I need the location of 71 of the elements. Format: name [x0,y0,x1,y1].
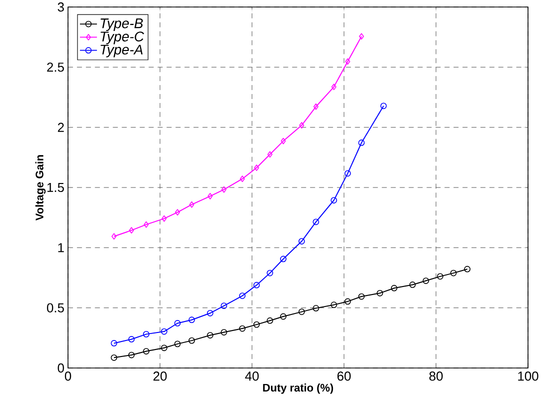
legend-label: Type-A [100,44,143,58]
y-axis-title: Voltage Gain [35,155,46,221]
point [299,122,304,128]
point [189,201,194,208]
point [298,308,305,315]
point [450,270,457,276]
point [345,58,350,65]
point [280,313,286,320]
point [390,284,398,292]
point [128,227,134,234]
point [128,352,135,358]
point [128,336,135,342]
point [376,290,384,296]
point [280,256,286,262]
point [344,170,351,177]
x-tick-label: 20 [153,372,167,381]
y-tick-label: 2 [58,122,64,132]
point [221,186,226,193]
legend-label: Type-B [100,18,143,31]
point [358,140,365,146]
y-tick-label: 1.5 [47,182,64,192]
point [313,103,318,110]
point [330,302,338,308]
y-tick-label: 2.5 [47,62,64,72]
point [174,320,181,326]
point [266,317,274,324]
point [174,340,181,348]
point [312,305,320,312]
point [160,344,168,352]
y-tick-label: 1 [58,243,64,252]
x-axis-title: Duty ratio (%) [263,384,334,394]
point [220,329,228,336]
x-tick-label: 80 [429,372,443,381]
point [298,238,305,244]
point [208,192,213,200]
point [330,197,338,204]
x-tick-label: 100 [518,372,538,381]
point [174,209,180,216]
point [266,270,274,276]
point [162,215,167,222]
point [409,282,416,288]
point [188,316,195,324]
point [206,332,214,338]
point [253,321,260,328]
point [344,298,351,305]
x-tick-label: 60 [337,372,351,381]
point [220,302,228,309]
point [143,348,150,354]
point [253,282,260,288]
y-tick-label: 3 [58,2,64,12]
point [144,221,149,228]
point [436,273,444,280]
point [206,310,214,316]
point [254,164,260,171]
point [331,84,336,90]
x-tick-label: 40 [245,372,259,381]
point [240,176,245,182]
point [312,218,320,226]
x-tick-label: 0 [64,372,72,381]
point [160,328,168,335]
point [188,337,195,344]
point [267,151,272,158]
point [239,325,246,332]
point [280,138,286,144]
point [358,293,365,300]
point [422,278,430,284]
y-tick-label: 0.5 [46,303,64,312]
legend-label: Type-C [100,32,144,44]
point [239,292,246,299]
point [143,331,150,338]
y-tick-label: 0 [58,363,64,373]
